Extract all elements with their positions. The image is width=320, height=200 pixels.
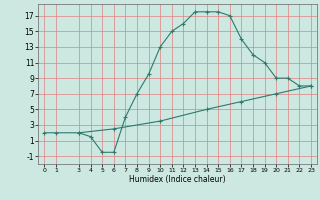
X-axis label: Humidex (Indice chaleur): Humidex (Indice chaleur) [129, 175, 226, 184]
